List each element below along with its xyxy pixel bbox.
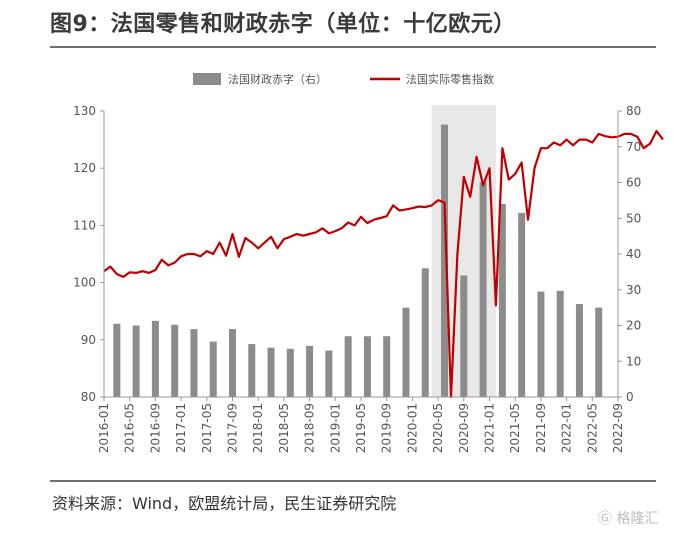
watermark: Ⓖ 格隆汇 [598,508,658,528]
source-rule [50,480,656,482]
y-right-tick-label: 20 [626,319,641,333]
deficit-bar [460,275,468,397]
deficit-bar [383,336,391,397]
deficit-bar [402,307,410,397]
x-tick-label: 2019-01 [328,403,342,453]
retail-index-line [103,129,664,399]
y-right-tick-label: 50 [626,211,641,225]
deficit-bar [441,124,449,398]
y-right-tick-label: 40 [626,247,641,261]
x-tick-label: 2018-05 [277,403,291,453]
deficit-bar [537,291,545,397]
legend-line-label: 法国实际零售指数 [406,72,494,86]
y-left-tick-label: 120 [73,161,96,175]
deficit-bar [113,323,121,397]
watermark-icon: Ⓖ [598,511,612,527]
title-rule [50,46,656,48]
source-note: 资料来源：Wind，欧盟统计局，民生证券研究院 [52,494,397,513]
legend-bar-label: 法国财政赤字（右） [228,72,327,86]
y-right-tick-label: 70 [626,140,641,154]
deficit-bar [267,347,275,397]
y-left-tick-label: 110 [73,218,96,232]
y-left-tick-label: 90 [81,333,96,347]
x-tick-label: 2018-01 [251,403,265,453]
chart-title: 图9：法国零售和财政赤字（单位：十亿欧元） [50,12,516,37]
legend-bar-swatch [193,73,221,85]
x-tick-label: 2021-09 [534,403,548,453]
y-right-tick-label: 0 [626,390,634,404]
deficit-bar [132,325,140,397]
deficit-bar [325,350,333,397]
x-tick-label: 2022-01 [560,403,574,453]
y-right-tick-label: 10 [626,354,641,368]
x-tick-label: 2018-09 [303,403,317,453]
deficit-bar [575,304,583,397]
x-tick-label: 2016-05 [123,403,137,453]
x-tick-label: 2021-05 [508,403,522,453]
x-tick-label: 2022-05 [585,403,599,453]
deficit-bar [190,329,198,397]
deficit-bar [286,348,294,397]
x-tick-label: 2017-05 [200,403,214,453]
y-left-tick-label: 130 [73,104,96,118]
x-tick-label: 2016-09 [148,403,162,453]
x-tick-label: 2019-09 [380,403,394,453]
deficit-bar [518,212,526,397]
x-tick-label: 2016-01 [97,403,111,453]
x-tick-label: 2017-01 [174,403,188,453]
deficit-bar [556,290,564,397]
x-tick-label: 2020-05 [431,403,445,453]
deficit-bar [306,345,314,397]
deficit-bar [363,336,371,397]
x-tick-label: 2019-05 [354,403,368,453]
deficit-bar [498,203,506,397]
deficit-bar [595,307,603,397]
deficit-bar [151,320,159,397]
deficit-bar [344,336,352,397]
x-tick-label: 2020-09 [457,403,471,453]
y-right-tick-label: 30 [626,283,641,297]
x-tick-label: 2020-01 [405,403,419,453]
y-left-tick-label: 100 [73,276,96,290]
deficit-bar [421,268,429,397]
x-tick-label: 2021-01 [483,403,497,453]
watermark-text: 格隆汇 [616,511,659,527]
deficit-bar [248,344,256,397]
y-left-tick-label: 80 [81,390,96,404]
y-right-tick-label: 80 [626,104,641,118]
x-tick-label: 2017-09 [226,403,240,453]
deficit-bar [479,182,487,397]
deficit-bar [229,329,236,397]
deficit-bar [171,324,179,397]
deficit-bar [209,341,217,397]
y-right-tick-label: 60 [626,176,641,190]
x-tick-label: 2022-09 [611,403,625,453]
chart: 8090100110120130010203040506070802016-01… [73,72,664,453]
